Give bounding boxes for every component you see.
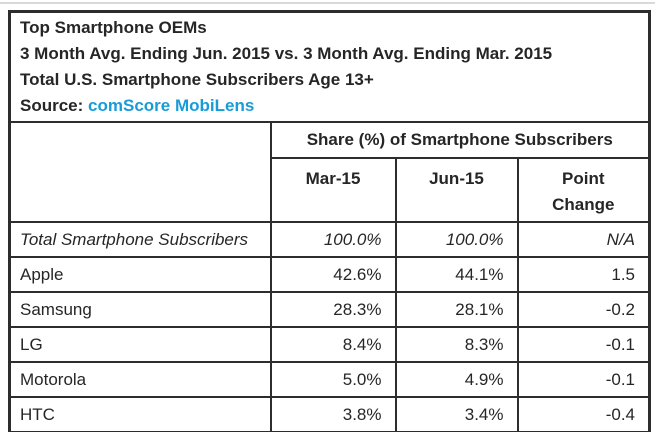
jun-value-cell: 8.3% [394,326,519,363]
oem-label-cell: Total Smartphone Subscribers [8,221,272,258]
col-header-mar-15: Mar-15 [269,157,397,223]
change-value-cell: -0.1 [516,361,651,398]
mar-value-cell: 100.0% [269,221,397,258]
table-row-htc: HTC 3.8% 3.4% -0.4 [8,396,651,432]
smartphone-oem-table: Top Smartphone OEMs 3 Month Avg. Ending … [8,10,651,432]
change-value-cell: -0.1 [516,326,651,363]
title-block: Top Smartphone OEMs 3 Month Avg. Ending … [8,10,651,123]
source-label: Source: [20,96,84,115]
source-link[interactable]: comScore MobiLens [88,96,255,115]
group-header-row: Share (%) of Smartphone Subscribers [8,121,651,223]
mar-value-cell: 5.0% [269,361,397,398]
col-header-point-change-label: Point Change [552,169,615,214]
jun-value-cell: 28.1% [394,291,519,328]
change-value-cell: N/A [516,221,651,258]
mar-value-cell: 3.8% [269,396,397,432]
oem-label-cell: Apple [8,256,272,293]
oem-label-cell: Motorola [8,361,272,398]
column-header-row: Mar-15 Jun-15 Point Change [10,157,651,223]
report-subtitle: 3 Month Avg. Ending Jun. 2015 vs. 3 Mont… [20,44,553,63]
jun-value-cell: 3.4% [394,396,519,432]
mar-value-cell: 28.3% [269,291,397,328]
mar-value-cell: 42.6% [269,256,397,293]
table-row-motorola: Motorola 5.0% 4.9% -0.1 [8,361,651,398]
change-value-cell: -0.4 [516,396,651,432]
report-population: Total U.S. Smartphone Subscribers Age 13… [20,70,374,89]
oem-label-cell: Samsung [8,291,272,328]
col-header-jun-15: Jun-15 [394,157,519,223]
table-row-samsung: Samsung 28.3% 28.1% -0.2 [8,291,651,328]
title-block-row: Top Smartphone OEMs 3 Month Avg. Ending … [8,10,651,123]
oem-label-cell: HTC [8,396,272,432]
oem-label-cell: LG [8,326,272,363]
table-row-lg: LG 8.4% 8.3% -0.1 [8,326,651,363]
col-header-point-change: Point Change [516,157,651,223]
table-row-apple: Apple 42.6% 44.1% 1.5 [8,256,651,293]
jun-value-cell: 100.0% [394,221,519,258]
table-row-total: Total Smartphone Subscribers 100.0% 100.… [8,221,651,258]
report-source-line: Source: comScore MobiLens [20,93,639,119]
jun-value-cell: 4.9% [394,361,519,398]
change-value-cell: 1.5 [516,256,651,293]
group-header-cell: Share (%) of Smartphone Subscribers [269,121,651,159]
corner-empty-cell [8,121,272,223]
mar-value-cell: 8.4% [269,326,397,363]
change-value-cell: -0.2 [516,291,651,328]
page-top-divider [0,2,655,4]
jun-value-cell: 44.1% [394,256,519,293]
report-title: Top Smartphone OEMs [20,18,207,37]
